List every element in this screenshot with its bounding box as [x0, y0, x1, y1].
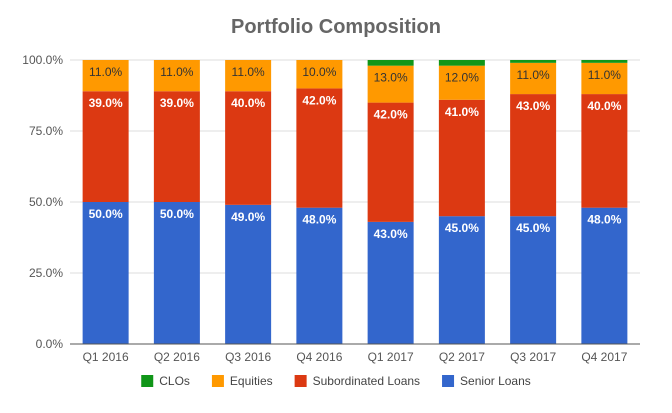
data-label-senior-loans-q4-2017: 48.0%: [587, 213, 621, 227]
data-label-subordinated-loans-q4-2017: 40.0%: [587, 99, 621, 113]
bar-equities-q2-2017: [438, 65, 485, 100]
bar-senior-loans-q3-2016: [225, 204, 272, 344]
y-tick-label: 50.0%: [29, 195, 63, 209]
data-label-subordinated-loans-q1-2016: 39.0%: [89, 96, 123, 110]
bar-subordinated-loans-q1-2016: [82, 91, 129, 202]
x-tick-label-q1-2017: Q1 2017: [368, 350, 414, 364]
data-label-equities-q2-2016: 11.0%: [160, 65, 193, 79]
x-tick-label-q2-2016: Q2 2016: [154, 350, 200, 364]
bar-equities-q2-2016: [153, 60, 200, 92]
data-label-senior-loans-q1-2017: 43.0%: [374, 227, 408, 241]
bar-subordinated-loans-q3-2016: [225, 91, 272, 205]
data-label-senior-loans-q2-2017: 45.0%: [445, 221, 479, 235]
bar-clos-q2-2017: [438, 60, 485, 66]
bar-subordinated-loans-q4-2016: [296, 88, 343, 208]
bar-senior-loans-q4-2016: [296, 207, 343, 344]
bars: [82, 60, 628, 344]
bar-senior-loans-q2-2017: [438, 216, 485, 344]
data-labels: 50.0% 39.0% 11.0% 50.0% 39.0% 11.0% 49.0% 40.0%…: [89, 65, 622, 241]
data-label-equities-q4-2017: 11.0%: [588, 68, 621, 82]
legend-swatch-senior-loans: [442, 375, 455, 387]
bar-senior-loans-q2-2016: [153, 202, 200, 344]
data-label-subordinated-loans-q4-2016: 42.0%: [302, 93, 336, 107]
data-label-subordinated-loans-q3-2017: 43.0%: [516, 99, 550, 113]
bar-subordinated-loans-q4-2017: [581, 94, 628, 208]
bar-senior-loans-q4-2017: [581, 207, 628, 344]
bar-senior-loans-q1-2016: [82, 202, 129, 344]
bar-equities-q4-2016: [296, 60, 343, 89]
data-label-senior-loans-q3-2017: 45.0%: [516, 221, 550, 235]
data-label-senior-loans-q4-2016: 48.0%: [302, 213, 336, 227]
x-tick-label-q1-2016: Q1 2016: [83, 350, 129, 364]
bar-equities-q3-2016: [225, 60, 272, 92]
legend-swatch-subordinated-loans: [294, 375, 307, 387]
legend-label-subordinated-loans: Subordinated Loans: [313, 374, 420, 388]
bar-clos-q1-2017: [367, 60, 414, 66]
bar-subordinated-loans-q2-2016: [153, 91, 200, 202]
chart-title: Portfolio Composition: [231, 16, 441, 38]
legend-label-equities: Equities: [230, 374, 273, 388]
bar-subordinated-loans-q2-2017: [438, 99, 485, 217]
legend: CLOs Equities Subordinated Loans Senior Loa…: [141, 374, 531, 388]
data-label-senior-loans-q3-2016: 49.0%: [231, 210, 265, 224]
x-tick-label-q4-2017: Q4 2017: [581, 350, 627, 364]
x-tick-label-q2-2017: Q2 2017: [439, 350, 485, 364]
data-label-subordinated-loans-q2-2016: 39.0%: [160, 96, 194, 110]
bar-equities-q3-2017: [510, 62, 557, 95]
data-label-equities-q4-2016: 10.0%: [302, 65, 336, 79]
legend-swatch-equities: [211, 375, 224, 387]
data-label-equities-q3-2016: 11.0%: [232, 65, 265, 79]
data-label-subordinated-loans-q3-2016: 40.0%: [231, 96, 265, 110]
data-label-subordinated-loans-q1-2017: 42.0%: [374, 108, 408, 122]
data-label-senior-loans-q1-2016: 50.0%: [89, 207, 123, 221]
axes: 0.0% 25.0% 50.0% 75.0% 100.0% Q1 2016 Q2 2016 Q…: [22, 53, 640, 364]
bar-clos-q3-2017: [510, 60, 557, 63]
legend-label-senior-loans: Senior Loans: [460, 374, 531, 388]
data-label-subordinated-loans-q2-2017: 41.0%: [445, 105, 479, 119]
bar-clos-q4-2017: [581, 60, 628, 63]
bar-equities-q4-2017: [581, 62, 628, 95]
bar-subordinated-loans-q1-2017: [367, 102, 414, 222]
y-tick-label: 75.0%: [29, 124, 63, 138]
bar-senior-loans-q3-2017: [510, 216, 557, 344]
bar-equities-q1-2017: [367, 65, 414, 103]
legend-swatch-clos: [141, 375, 154, 387]
data-label-equities-q3-2017: 11.0%: [517, 68, 550, 82]
data-label-equities-q2-2017: 12.0%: [445, 71, 479, 85]
data-label-equities-q1-2016: 11.0%: [89, 65, 122, 79]
x-tick-label-q3-2016: Q3 2016: [225, 350, 271, 364]
data-label-equities-q1-2017: 13.0%: [374, 71, 408, 85]
bar-senior-loans-q1-2017: [367, 221, 414, 344]
bar-subordinated-loans-q3-2017: [510, 94, 557, 217]
y-tick-label: 100.0%: [22, 53, 63, 67]
y-tick-label: 25.0%: [29, 266, 63, 280]
bar-equities-q1-2016: [82, 60, 129, 92]
x-tick-label-q3-2017: Q3 2017: [510, 350, 556, 364]
y-tick-label: 0.0%: [36, 337, 64, 351]
x-tick-label-q4-2016: Q4 2016: [296, 350, 342, 364]
legend-label-clos: CLOs: [159, 374, 190, 388]
data-label-senior-loans-q2-2016: 50.0%: [160, 207, 194, 221]
